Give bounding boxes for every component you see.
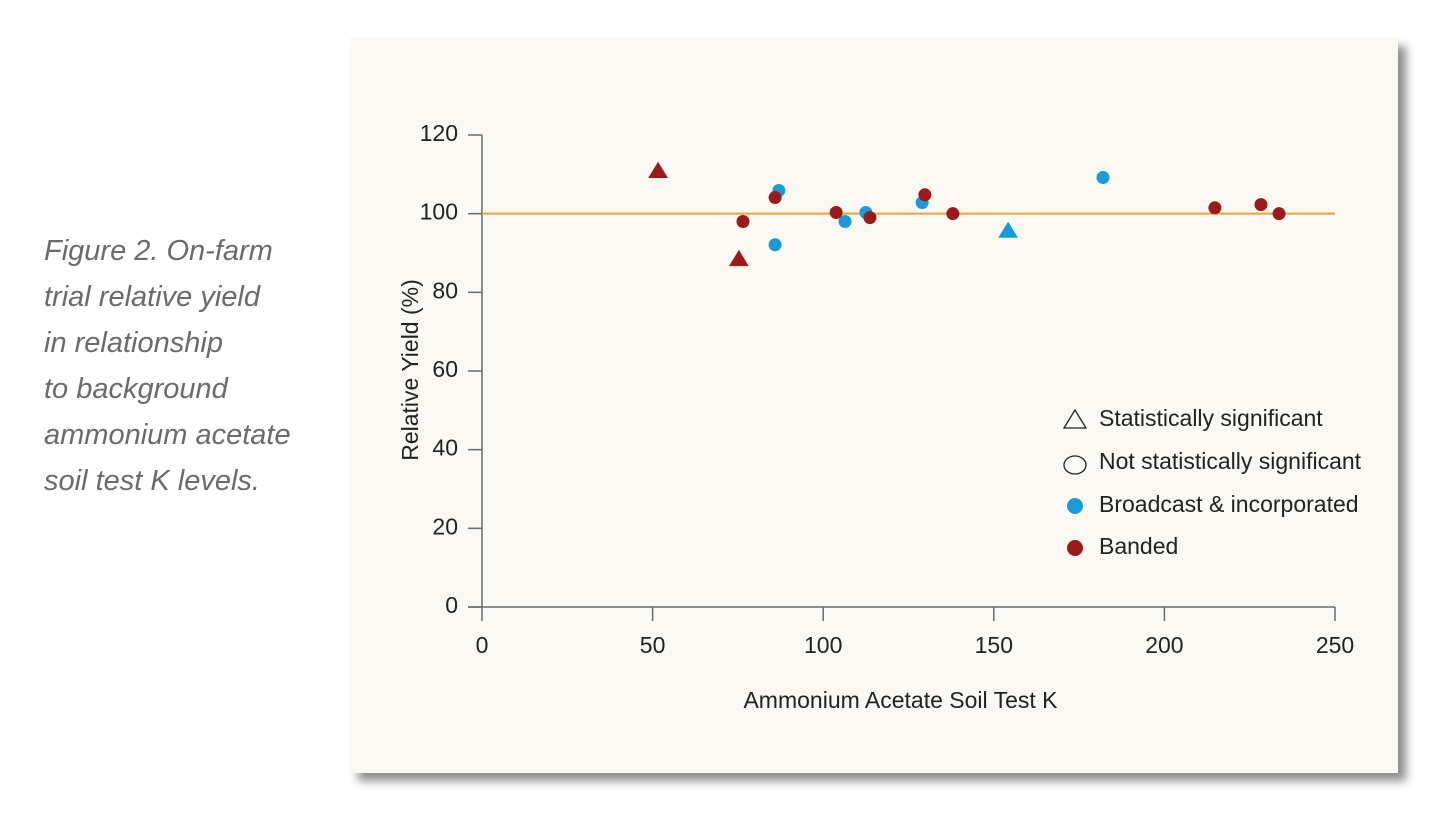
caption-line: in relationship — [44, 327, 223, 359]
point-triangle — [648, 161, 668, 178]
caption-line: ammonium acetate — [44, 419, 291, 451]
x-tick-label: 250 — [1316, 632, 1354, 658]
x-tick-label: 150 — [975, 632, 1013, 658]
point — [1208, 201, 1222, 215]
caption-line: trial relative yield — [44, 281, 260, 313]
legend-swatch — [1067, 498, 1083, 514]
caption-line: Figure 2. On-farm — [44, 235, 273, 267]
y-tick-label: 40 — [432, 435, 458, 461]
point-triangle — [729, 249, 749, 267]
point — [1254, 198, 1268, 212]
legend-triangle — [1062, 408, 1088, 429]
legend-label: Banded — [1099, 533, 1178, 559]
figure-caption: Figure 2. On-farm trial relative yield in … — [44, 228, 291, 504]
legend-label: Statistically significant — [1099, 405, 1323, 431]
x-tick-label: 100 — [804, 632, 842, 658]
legend-label: Broadcast & incorporated — [1099, 491, 1359, 517]
point — [1096, 170, 1110, 184]
x-axis-label: Ammonium Acetate Soil Test K — [743, 687, 1058, 713]
legend-swatch — [1067, 540, 1083, 556]
point — [863, 211, 877, 225]
legend-circle — [1063, 455, 1087, 475]
caption-line: to background — [44, 373, 228, 405]
chart-panel — [350, 38, 1398, 773]
point — [946, 207, 960, 221]
y-axis-label: Relative Yield (%) — [397, 279, 423, 461]
x-tick-label: 200 — [1145, 632, 1183, 658]
y-tick-label: 20 — [432, 513, 458, 539]
y-tick-label: 80 — [432, 277, 458, 303]
point — [736, 215, 750, 229]
y-tick-label: 100 — [420, 199, 458, 225]
y-tick-label: 120 — [420, 120, 458, 146]
y-tick-label: 60 — [432, 356, 458, 382]
x-tick-label: 50 — [640, 632, 666, 658]
point — [829, 205, 843, 219]
point — [838, 215, 852, 229]
point — [768, 191, 782, 205]
x-tick-label: 0 — [476, 632, 489, 658]
y-tick-label: 0 — [445, 592, 458, 618]
caption-line: soil test K levels. — [44, 465, 260, 497]
point — [768, 238, 782, 252]
point-triangle — [998, 221, 1019, 238]
point — [1272, 207, 1286, 221]
point — [918, 188, 932, 202]
legend-label: Not statistically significant — [1099, 448, 1362, 474]
